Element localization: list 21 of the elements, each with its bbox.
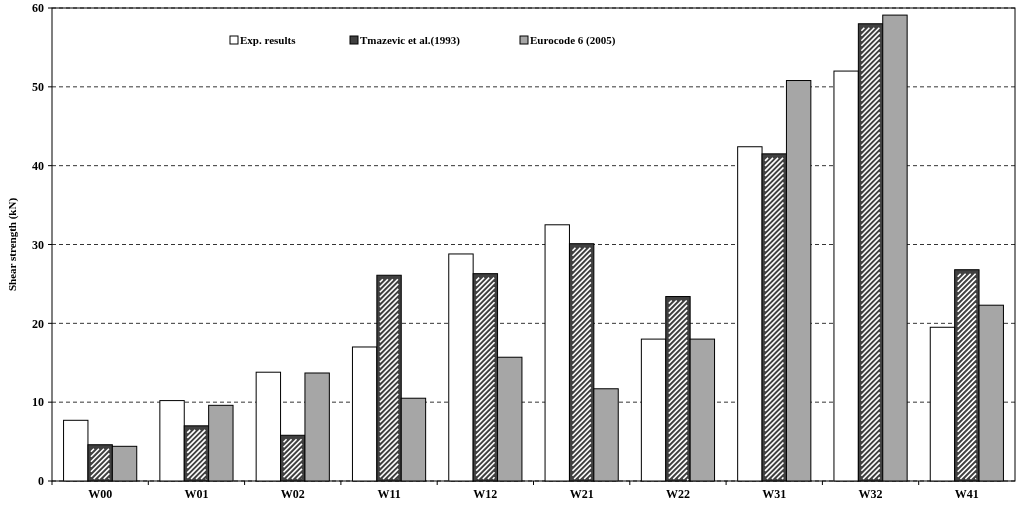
legend-label: Tmazevic et al.(1993) — [360, 34, 461, 47]
x-tick-label: W31 — [762, 487, 787, 501]
x-tick-label: W32 — [858, 487, 883, 501]
y-axis-title: Shear strength (kN) — [6, 197, 19, 292]
y-tick-label: 40 — [32, 158, 44, 173]
x-tick-label: W22 — [665, 487, 690, 501]
x-tick-label: W00 — [88, 487, 113, 501]
legend-label: Exp. results — [240, 34, 297, 46]
y-tick-label: 50 — [32, 80, 44, 95]
x-tick-label: W41 — [954, 487, 979, 501]
legend-label: Eurocode 6 (2005) — [530, 34, 616, 47]
y-tick-label: 0 — [38, 474, 44, 489]
x-tick-label: W11 — [377, 487, 401, 501]
x-tick-label: W01 — [184, 487, 209, 501]
y-tick-label: 60 — [32, 1, 44, 16]
x-tick-label: W02 — [280, 487, 305, 501]
y-tick-label: 30 — [32, 237, 44, 252]
x-tick-label: W12 — [473, 487, 498, 501]
y-tick-label: 20 — [32, 316, 44, 331]
x-tick-label: W21 — [569, 487, 594, 501]
y-tick-label: 10 — [32, 395, 44, 410]
